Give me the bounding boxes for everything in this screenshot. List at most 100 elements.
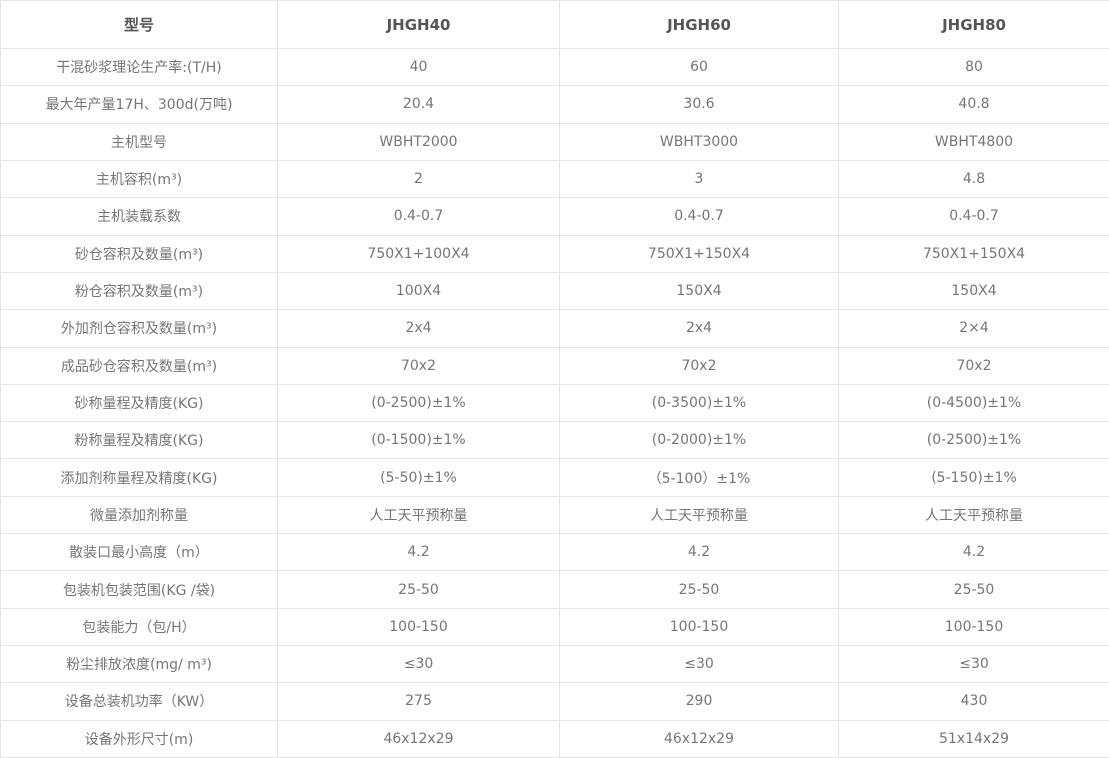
cell-value: 2x4 <box>277 309 560 348</box>
table-row: 包装机包装范围(KG /袋) 25-50 25-50 25-50 <box>0 570 1109 609</box>
cell-value: （5-100）±1% <box>559 458 839 497</box>
cell-value: (5-150)±1% <box>838 458 1109 497</box>
row-label: 砂称量程及精度(KG) <box>0 383 278 423</box>
cell-value: 25-50 <box>277 570 560 609</box>
row-label: 散装口最小高度（m） <box>0 533 278 572</box>
table-row: 设备总装机功率（KW） 275 290 430 <box>0 682 1109 721</box>
cell-value: 25-50 <box>559 570 839 609</box>
cell-value: 430 <box>838 682 1109 721</box>
table-row: 外加剂仓容积及数量(m³) 2x4 2x4 2×4 <box>0 309 1109 348</box>
cell-value: 46x12x29 <box>559 719 839 758</box>
cell-value: 40.8 <box>838 85 1109 124</box>
cell-value: 150X4 <box>838 271 1109 311</box>
cell-value: 20.4 <box>277 85 560 124</box>
cell-value: 275 <box>277 682 560 721</box>
row-label: 砂仓容积及数量(m³) <box>0 234 278 273</box>
row-label: 设备总装机功率（KW） <box>0 682 278 721</box>
row-label: 微量添加剂称量 <box>0 495 278 535</box>
cell-value: 2 <box>277 159 560 199</box>
cell-value: ≤30 <box>559 644 839 684</box>
cell-value: 3 <box>559 159 839 199</box>
cell-value: 750X1+150X4 <box>838 234 1109 273</box>
row-label: 包装能力（包/H） <box>0 607 278 647</box>
row-label: 粉尘排放浓度(mg/ m³) <box>0 644 278 684</box>
cell-value: WBHT3000 <box>559 122 839 161</box>
row-label: 主机装载系数 <box>0 197 278 236</box>
cell-value: 25-50 <box>838 570 1109 609</box>
column-header-jhgh40: JHGH40 <box>277 0 560 49</box>
table-row: 粉尘排放浓度(mg/ m³) ≤30 ≤30 ≤30 <box>0 644 1109 684</box>
row-label: 粉称量程及精度(KG) <box>0 421 278 460</box>
row-label: 添加剂称量程及精度(KG) <box>0 458 278 497</box>
cell-value: 80 <box>838 47 1109 87</box>
cell-value: ≤30 <box>277 644 560 684</box>
table-row: 砂仓容积及数量(m³) 750X1+100X4 750X1+150X4 750X1+1… <box>0 234 1109 273</box>
table-row: 粉仓容积及数量(m³) 100X4 150X4 150X4 <box>0 271 1109 311</box>
cell-value: (0-4500)±1% <box>838 383 1109 423</box>
cell-value: 70x2 <box>277 346 560 385</box>
cell-value: 60 <box>559 47 839 87</box>
cell-value: 4.2 <box>838 533 1109 572</box>
cell-value: 100X4 <box>277 271 560 311</box>
table-row: 粉称量程及精度(KG) (0-1500)±1% (0-2000)±1% (0-2500… <box>0 421 1109 460</box>
cell-value: 750X1+100X4 <box>277 234 560 273</box>
column-header-jhgh80: JHGH80 <box>838 0 1109 49</box>
cell-value: 4.2 <box>559 533 839 572</box>
cell-value: 51x14x29 <box>838 719 1109 758</box>
cell-value: 0.4-0.7 <box>559 197 839 236</box>
table-header-row: 型号 JHGH40 JHGH60 JHGH80 <box>0 0 1109 49</box>
table-row: 干混砂浆理论生产率:(T/H) 40 60 80 <box>0 47 1109 87</box>
cell-value: (0-1500)±1% <box>277 421 560 460</box>
cell-value: 2x4 <box>559 309 839 348</box>
cell-value: 100-150 <box>838 607 1109 647</box>
table-row: 主机装载系数 0.4-0.7 0.4-0.7 0.4-0.7 <box>0 197 1109 236</box>
table-row: 主机型号 WBHT2000 WBHT3000 WBHT4800 <box>0 122 1109 161</box>
row-label: 主机容积(m³) <box>0 159 278 199</box>
cell-value: (0-2500)±1% <box>838 421 1109 460</box>
table-row: 最大年产量17H、300d(万吨) 20.4 30.6 40.8 <box>0 85 1109 124</box>
cell-value: 100-150 <box>559 607 839 647</box>
row-label: 主机型号 <box>0 122 278 161</box>
cell-value: 70x2 <box>838 346 1109 385</box>
cell-value: 4.8 <box>838 159 1109 199</box>
cell-value: 2×4 <box>838 309 1109 348</box>
cell-value: 人工天平预称量 <box>838 495 1109 535</box>
row-label: 外加剂仓容积及数量(m³) <box>0 309 278 348</box>
cell-value: 0.4-0.7 <box>277 197 560 236</box>
cell-value: 40 <box>277 47 560 87</box>
spec-table-body: 干混砂浆理论生产率:(T/H) 40 60 80 最大年产量17H、300d(万吨) 20… <box>0 47 1109 758</box>
cell-value: WBHT4800 <box>838 122 1109 161</box>
row-label: 包装机包装范围(KG /袋) <box>0 570 278 609</box>
column-header-jhgh60: JHGH60 <box>559 0 839 49</box>
table-row: 砂称量程及精度(KG) (0-2500)±1% (0-3500)±1% (0-4500… <box>0 383 1109 423</box>
cell-value: 290 <box>559 682 839 721</box>
table-row: 主机容积(m³) 2 3 4.8 <box>0 159 1109 199</box>
table-row: 包装能力（包/H） 100-150 100-150 100-150 <box>0 607 1109 647</box>
cell-value: WBHT2000 <box>277 122 560 161</box>
cell-value: 人工天平预称量 <box>559 495 839 535</box>
row-label: 成品砂仓容积及数量(m³) <box>0 346 278 385</box>
column-header-model-label: 型号 <box>0 0 278 49</box>
table-row: 添加剂称量程及精度(KG) (5-50)±1% （5-100）±1% (5-150)±… <box>0 458 1109 497</box>
cell-value: 750X1+150X4 <box>559 234 839 273</box>
cell-value: (5-50)±1% <box>277 458 560 497</box>
cell-value: 4.2 <box>277 533 560 572</box>
cell-value: 0.4-0.7 <box>838 197 1109 236</box>
table-row: 散装口最小高度（m） 4.2 4.2 4.2 <box>0 533 1109 572</box>
cell-value: ≤30 <box>838 644 1109 684</box>
cell-value: 人工天平预称量 <box>277 495 560 535</box>
cell-value: (0-3500)±1% <box>559 383 839 423</box>
cell-value: (0-2500)±1% <box>277 383 560 423</box>
cell-value: (0-2000)±1% <box>559 421 839 460</box>
table-row: 微量添加剂称量 人工天平预称量 人工天平预称量 人工天平预称量 <box>0 495 1109 535</box>
row-label: 设备外形尺寸(m) <box>0 719 278 758</box>
row-label: 最大年产量17H、300d(万吨) <box>0 85 278 124</box>
cell-value: 46x12x29 <box>277 719 560 758</box>
table-row: 设备外形尺寸(m) 46x12x29 46x12x29 51x14x29 <box>0 719 1109 758</box>
row-label: 干混砂浆理论生产率:(T/H) <box>0 47 278 87</box>
cell-value: 70x2 <box>559 346 839 385</box>
cell-value: 30.6 <box>559 85 839 124</box>
cell-value: 150X4 <box>559 271 839 311</box>
row-label: 粉仓容积及数量(m³) <box>0 271 278 311</box>
